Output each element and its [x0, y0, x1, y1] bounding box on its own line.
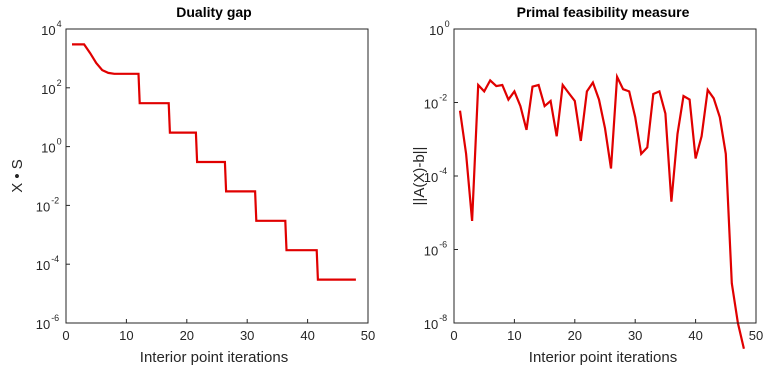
y-tick-label: 10 -6: [36, 313, 59, 332]
y-tick-label: 10 0: [429, 19, 449, 38]
y-tick-base: 10: [424, 244, 438, 259]
x-tick-label: 0: [450, 328, 457, 343]
x-tick-label: 10: [119, 328, 133, 343]
y-tick-base: 10: [36, 199, 50, 214]
y-tick-exponent: -6: [439, 240, 447, 250]
y-tick-label: 10 -2: [36, 195, 59, 214]
x-tick-label: 50: [361, 328, 375, 343]
x-tick-label: 40: [300, 328, 314, 343]
plot-area: [65, 28, 369, 324]
y-tick-label: 10 4: [41, 19, 61, 38]
y-tick-exponent: 0: [445, 19, 450, 29]
x-tick-label: 40: [688, 328, 702, 343]
y-axis-label: ||A(X)-b||: [411, 147, 428, 206]
y-tick-exponent: -4: [439, 166, 447, 176]
y-tick-exponent: -6: [51, 313, 59, 323]
x-tick-label: 30: [240, 328, 254, 343]
y-tick-base: 10: [424, 317, 438, 332]
y-tick-base: 10: [41, 23, 55, 38]
y-tick-label: 10 -4: [36, 254, 59, 273]
x-axis-label: Interior point iterations: [529, 349, 677, 366]
y-tick-label: 10 -6: [424, 240, 447, 259]
primal-feasibility-chart: Primal feasibility measure Interior poin…: [411, 4, 763, 366]
y-tick-exponent: 0: [57, 137, 62, 147]
series-layer: [72, 43, 356, 281]
x-tick-label: 20: [568, 328, 582, 343]
y-tick-exponent: -2: [439, 93, 447, 103]
x-tick-label: 20: [180, 328, 194, 343]
y-tick-label: 10 -4: [424, 166, 447, 185]
y-tick-base: 10: [36, 258, 50, 273]
series-line-0: [72, 43, 356, 281]
x-tick-label: 50: [749, 328, 763, 343]
x-tick-label: 0: [62, 328, 69, 343]
duality-gap-chart: Duality gap Interior point iterations X …: [9, 4, 375, 366]
y-tick-label: 10 0: [41, 137, 61, 156]
y-tick-base: 10: [41, 82, 55, 97]
y-tick-label: 10 -2: [424, 93, 447, 112]
y-axis-label: X • S: [9, 159, 26, 193]
y-tick-base: 10: [424, 97, 438, 112]
series-layer: [458, 72, 745, 349]
y-tick-base: 10: [36, 317, 50, 332]
y-tick-base: 10: [41, 141, 55, 156]
y-tick-exponent: -4: [51, 254, 59, 264]
chart-title: Primal feasibility measure: [517, 4, 690, 20]
x-axis-label: Interior point iterations: [140, 349, 288, 366]
x-tick-label: 10: [507, 328, 521, 343]
x-tick-label: 30: [628, 328, 642, 343]
y-tick-base: 10: [424, 170, 438, 185]
y-tick-exponent: 4: [57, 19, 62, 29]
chart-title: Duality gap: [176, 4, 251, 20]
plot-area: [453, 28, 757, 324]
y-tick-label: 10 -8: [424, 313, 447, 332]
y-tick-base: 10: [429, 23, 443, 38]
y-tick-exponent: 2: [57, 78, 62, 88]
series-line-0: [458, 72, 745, 349]
y-tick-exponent: -8: [439, 313, 447, 323]
y-tick-exponent: -2: [51, 195, 59, 205]
y-tick-label: 10 2: [41, 78, 61, 97]
